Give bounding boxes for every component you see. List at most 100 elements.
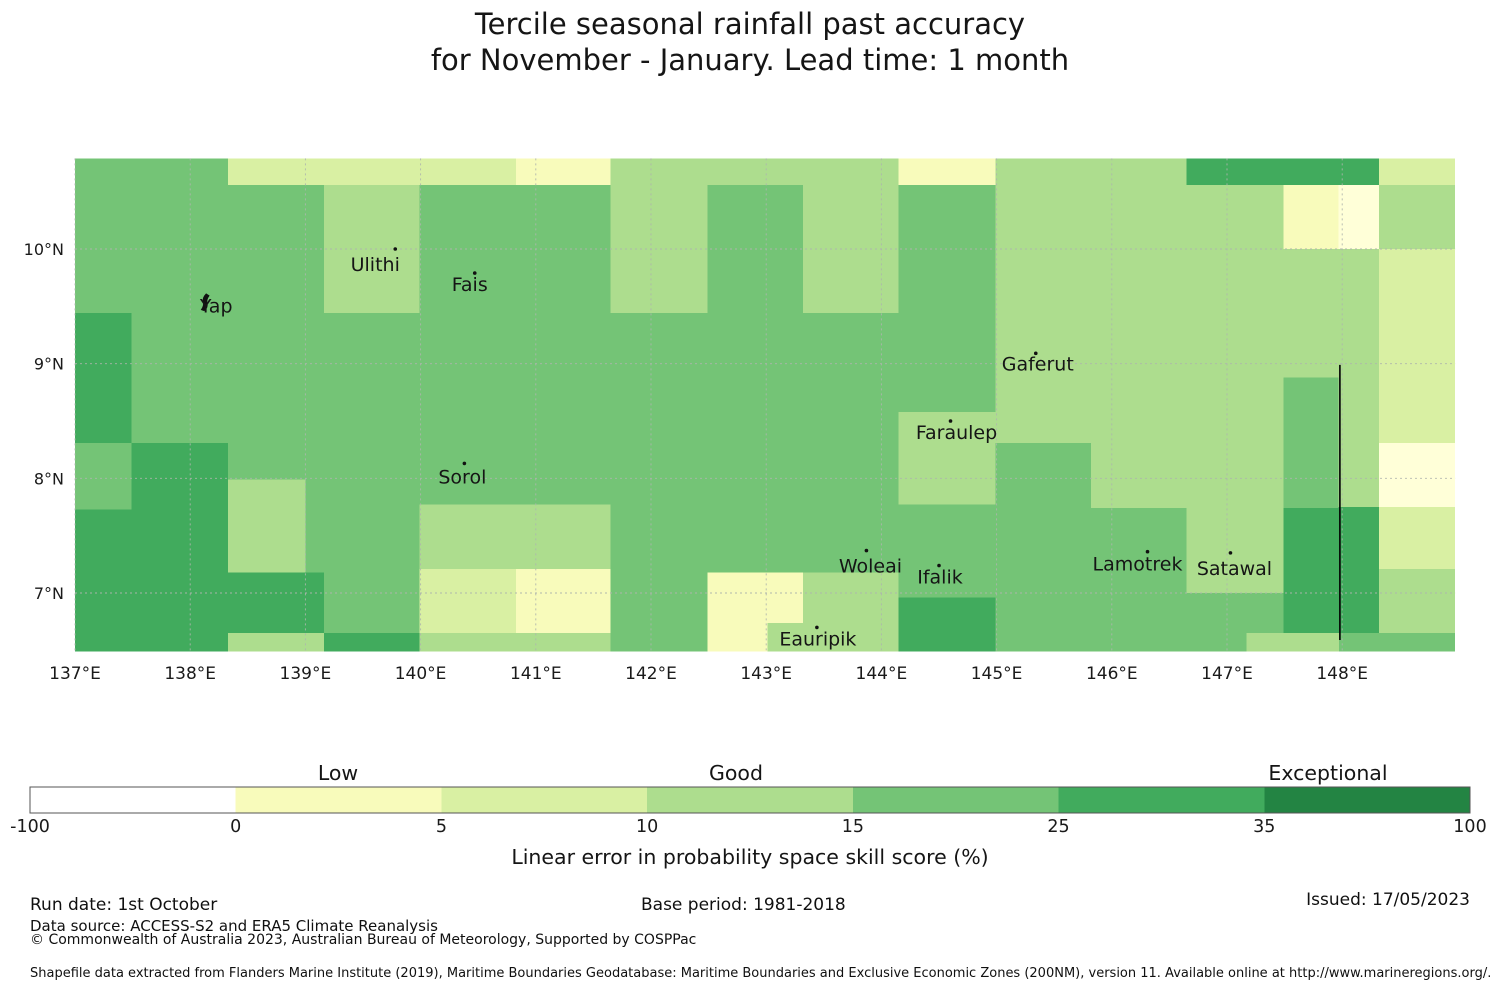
colorbar: -100 0 5 10 15 25 35 100 Low Good Exceptional (10, 761, 1487, 837)
map-cell (1091, 158, 1187, 509)
chart-title-line1: Tercile seasonal rainfall past accuracy (474, 7, 1026, 41)
map-cell (516, 158, 611, 185)
island-marker-dot (948, 419, 953, 423)
map-cell (1283, 184, 1339, 249)
map-cell (1379, 158, 1456, 185)
map-cell (1283, 508, 1339, 634)
island-marker-dot (1228, 551, 1233, 555)
map-cell (419, 504, 517, 569)
map-cell (1338, 184, 1379, 249)
island-label: Yap (199, 296, 233, 318)
colorbar-outline (29, 786, 1471, 814)
x-tick-label: 142°E (625, 664, 677, 684)
island-marker-dot (1145, 549, 1150, 554)
map-cell (707, 572, 768, 652)
map-cell (228, 158, 517, 185)
map-cell (516, 568, 611, 634)
map-cell (803, 572, 899, 652)
colorbar-category-label: Exceptional (1268, 761, 1387, 785)
map-cell (1338, 507, 1379, 634)
data-source-text: Data source: ACCESS-S2 and ERA5 Climate … (30, 917, 438, 935)
map-cell (1186, 508, 1284, 594)
colorbar-tick-label: 10 (636, 817, 658, 837)
map-cell (1338, 249, 1379, 507)
issued-date-text: Issued: 17/05/2023 (1306, 890, 1470, 910)
map-cell (419, 633, 517, 652)
island-marker-dot (393, 247, 398, 251)
colorbar-tick-label: 0 (230, 817, 241, 837)
colorbar-segment (647, 787, 853, 813)
run-date-text: Run date: 1st October (30, 895, 218, 915)
map-cell (1379, 249, 1456, 443)
island-labels: Yap Ulithi Fais Sorol Gaferut Faraulep Woleai I… (199, 247, 1272, 650)
map-cell (516, 633, 611, 652)
x-tick-label: 137°E (49, 664, 101, 684)
x-tick-label: 143°E (740, 664, 792, 684)
map-cell (1186, 158, 1380, 185)
map-cell (1379, 568, 1456, 634)
map-gridlines (74, 158, 1456, 652)
x-tick-label: 147°E (1201, 664, 1253, 684)
island-label: Eauripik (779, 628, 856, 650)
map-cell (707, 158, 899, 185)
map-cell (1379, 442, 1456, 507)
x-tick-label: 138°E (164, 664, 216, 684)
colorbar-category-label: Good (709, 761, 763, 785)
map-cell (898, 597, 996, 652)
island-label: Fais (452, 274, 488, 296)
colorbar-tick-label: 5 (436, 817, 447, 837)
y-tick-label: 9°N (34, 355, 64, 374)
map-cell (419, 568, 517, 634)
x-tick-label: 146°E (1086, 664, 1138, 684)
colorbar-axis-label: Linear error in probability space skill … (511, 845, 989, 869)
colorbar-tick-label: 15 (842, 817, 864, 837)
y-tick-label: 7°N (34, 584, 64, 603)
island-label: Gaferut (1002, 353, 1074, 375)
map-cell (75, 313, 132, 443)
shapefile-attribution-text: Shapefile data extracted from Flanders M… (30, 966, 1492, 981)
copyright-text: © Commonwealth of Australia 2023, Austra… (30, 932, 697, 948)
x-tick-label: 139°E (280, 664, 332, 684)
colorbar-tick-label: -100 (10, 817, 50, 837)
x-axis-tick-labels: 137°E 138°E 139°E 140°E 141°E 142°E 143°E 144°E… (49, 664, 1368, 684)
map-cell (323, 633, 420, 652)
colorbar-segment (235, 787, 442, 813)
island-marker-dot (815, 625, 819, 630)
colorbar-segment (1264, 787, 1470, 813)
map-cell (228, 479, 306, 573)
island-label: Woleai (839, 556, 902, 578)
base-period-text: Base period: 1981-2018 (641, 895, 846, 915)
map-cell (1186, 184, 1284, 509)
map-cell (1246, 633, 1339, 652)
island-marker-dot (1033, 351, 1038, 356)
island-label: Ifalik (917, 566, 963, 588)
map-cell (228, 572, 324, 634)
island-label: Lamotrek (1093, 554, 1183, 576)
colorbar-tick-label: 100 (1453, 817, 1486, 837)
island-outline-yap (200, 293, 210, 312)
map-cell (767, 622, 804, 652)
map-cell (898, 158, 996, 185)
island-label: Sorol (438, 466, 486, 488)
island-marker-dot (864, 548, 869, 553)
map-cell (610, 158, 708, 314)
y-tick-label: 10°N (24, 240, 64, 259)
map-cell (767, 572, 804, 623)
colorbar-segment (30, 787, 236, 813)
colorbar-segment (441, 787, 648, 813)
map-cell (898, 411, 996, 505)
island-label: Satawal (1197, 558, 1272, 580)
island-marker-dot (937, 563, 941, 568)
x-tick-label: 144°E (856, 664, 908, 684)
colorbar-tick-label: 35 (1253, 817, 1275, 837)
x-tick-label: 148°E (1316, 664, 1368, 684)
island-label: Faraulep (916, 422, 997, 444)
colorbar-segment (1058, 787, 1265, 813)
x-tick-label: 141°E (510, 664, 562, 684)
map-cell (131, 442, 229, 652)
map-cell (516, 504, 611, 569)
map-cell (1379, 184, 1456, 249)
map-cell (1283, 249, 1339, 378)
